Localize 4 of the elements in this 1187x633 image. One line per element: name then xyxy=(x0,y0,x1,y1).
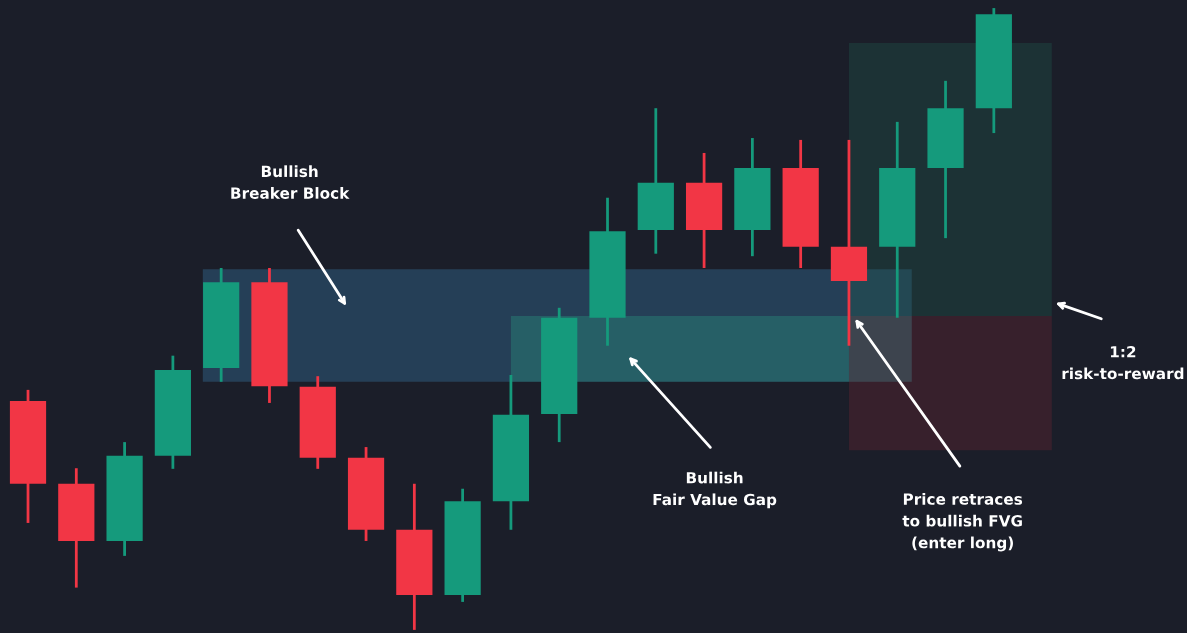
text: 1:2 risk-to-reward xyxy=(1062,345,1184,380)
annotation: Price retraces to bullish FVG (enter long) xyxy=(902,493,1023,552)
annotation: Bullish Breaker Block xyxy=(231,165,350,199)
annotation: Bullish Fair Value Gap xyxy=(653,471,777,509)
